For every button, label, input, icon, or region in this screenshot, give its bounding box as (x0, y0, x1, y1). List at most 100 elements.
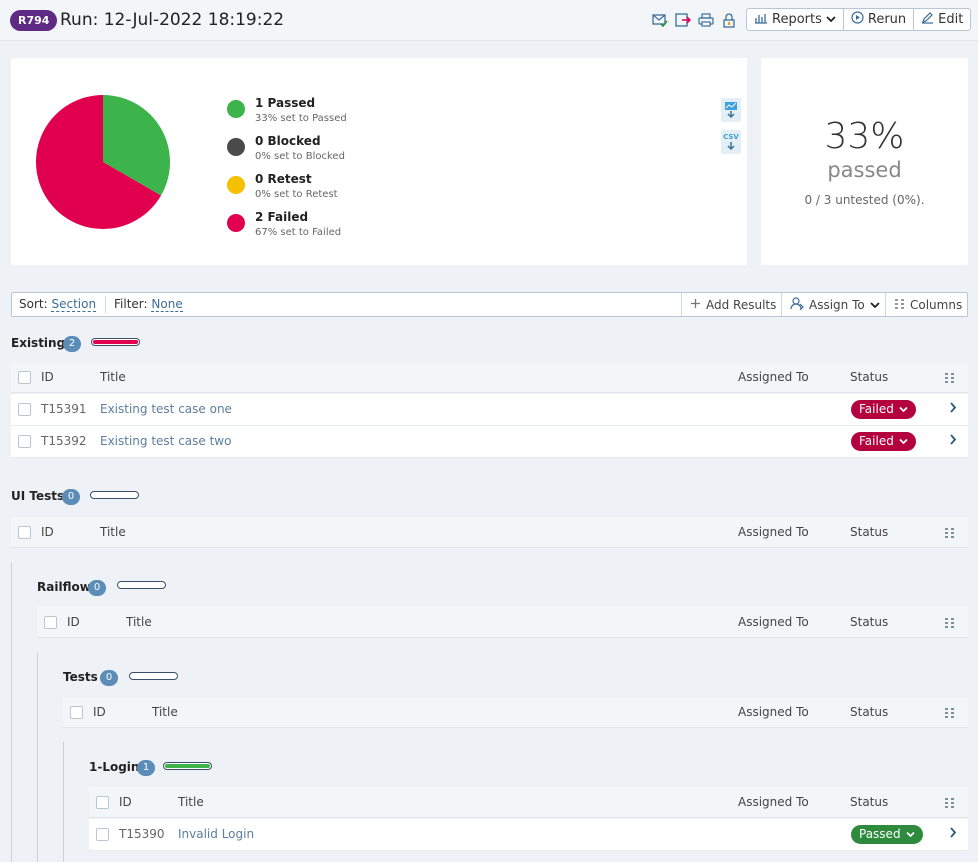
column-status[interactable]: Status (850, 370, 889, 384)
legend-dot (227, 176, 245, 194)
progress-fill (93, 340, 138, 344)
section-title-ui-tests: UI Tests (11, 489, 65, 503)
pass-percentage-label: passed (827, 158, 902, 182)
mail-check-icon[interactable] (651, 11, 669, 29)
legend-subtitle: 0% set to Retest (255, 189, 338, 200)
select-all-checkbox[interactable] (44, 616, 57, 629)
section-progress-bar (91, 338, 140, 346)
section-count-badge: 1 (137, 760, 155, 776)
table-row[interactable]: T15391 Existing test case one Failed (11, 394, 968, 426)
status-dropdown[interactable]: Failed (851, 400, 916, 419)
column-options-icon[interactable] (944, 797, 955, 811)
column-assigned-to[interactable]: Assigned To (738, 795, 809, 809)
columns-icon (894, 298, 905, 312)
test-title-link[interactable]: Invalid Login (178, 827, 255, 841)
rerun-button[interactable]: Rerun (844, 9, 915, 30)
chevron-down-icon (899, 400, 908, 419)
chevron-down-icon (899, 432, 908, 451)
reports-button[interactable]: Reports (747, 9, 844, 30)
columns-button[interactable]: Columns (885, 293, 970, 316)
column-options-icon[interactable] (944, 527, 955, 541)
test-title-link[interactable]: Existing test case one (100, 402, 232, 416)
column-id[interactable]: ID (67, 615, 80, 629)
chevron-right-icon[interactable] (949, 402, 957, 417)
legend-title: 0 Retest (255, 172, 312, 186)
download-chart-icon[interactable] (721, 98, 741, 122)
status-dropdown[interactable]: Passed (851, 825, 923, 844)
column-title[interactable]: Title (178, 795, 204, 809)
table-row[interactable]: T15390 Invalid Login Passed (89, 819, 968, 851)
column-assigned-to[interactable]: Assigned To (738, 525, 809, 539)
add-results-button[interactable]: Add Results (681, 293, 784, 316)
bar-chart-icon (754, 12, 768, 28)
sort-value-link[interactable]: Section (51, 297, 97, 312)
column-title[interactable]: Title (100, 370, 126, 384)
untested-summary: 0 / 3 untested (0%). (804, 193, 925, 207)
lock-icon[interactable] (720, 11, 738, 29)
columns-label: Columns (910, 297, 963, 312)
row-checkbox[interactable] (96, 828, 109, 841)
column-status[interactable]: Status (850, 525, 889, 539)
pass-rate-panel: 33% passed 0 / 3 untested (0%). (761, 58, 968, 265)
column-assigned-to[interactable]: Assigned To (738, 705, 809, 719)
column-id[interactable]: ID (41, 370, 54, 384)
chevron-down-icon (870, 298, 880, 312)
column-status[interactable]: Status (850, 795, 889, 809)
chevron-right-icon[interactable] (949, 434, 957, 449)
column-options-icon[interactable] (944, 617, 955, 631)
chevron-right-icon[interactable] (949, 827, 957, 842)
filter-value-link[interactable]: None (151, 297, 183, 312)
select-all-checkbox[interactable] (18, 371, 31, 384)
section-tree-line (11, 562, 12, 862)
pie-slice-failed[interactable] (35, 95, 162, 229)
column-options-icon[interactable] (944, 372, 955, 386)
section-title-existing: Existing (11, 336, 66, 350)
column-title[interactable]: Title (100, 525, 126, 539)
column-title[interactable]: Title (152, 705, 178, 719)
test-title-link[interactable]: Existing test case two (100, 434, 232, 448)
plus-icon (690, 298, 701, 312)
print-icon[interactable] (697, 11, 715, 29)
status-dropdown[interactable]: Failed (851, 432, 916, 451)
select-all-checkbox[interactable] (96, 796, 109, 809)
assign-user-icon (790, 296, 804, 313)
assign-to-button[interactable]: Assign To (781, 293, 888, 316)
section-count-badge: 0 (62, 489, 80, 505)
table-header: ID Title Assigned To Status (89, 787, 968, 818)
header-action-group: Reports Rerun Edit (746, 8, 972, 31)
row-checkbox[interactable] (18, 403, 31, 416)
download-csv-icon[interactable]: CSV (721, 130, 741, 154)
row-checkbox[interactable] (18, 435, 31, 448)
column-id[interactable]: ID (41, 525, 54, 539)
export-icon[interactable] (674, 11, 692, 29)
status-pie-chart (35, 95, 170, 229)
column-status[interactable]: Status (850, 615, 889, 629)
pie-slice-passed[interactable] (103, 95, 170, 196)
select-all-checkbox[interactable] (70, 706, 83, 719)
reports-label: Reports (772, 12, 822, 27)
legend-title: 0 Blocked (255, 134, 321, 148)
column-title[interactable]: Title (126, 615, 152, 629)
filter-control[interactable]: Filter: None (105, 296, 183, 313)
section-progress-bar (129, 672, 178, 680)
pencil-icon (921, 11, 934, 28)
edit-button[interactable]: Edit (914, 9, 970, 30)
column-id[interactable]: ID (119, 795, 132, 809)
status-label: Failed (859, 434, 894, 448)
section-title-tests: Tests (63, 670, 98, 684)
column-options-icon[interactable] (944, 707, 955, 721)
legend-title: 1 Passed (255, 96, 316, 110)
section-progress-bar (163, 762, 212, 770)
select-all-checkbox[interactable] (18, 526, 31, 539)
sort-control[interactable]: Sort: Section (19, 297, 97, 312)
chevron-down-icon (905, 825, 915, 844)
table-row[interactable]: T15392 Existing test case two Failed (11, 426, 968, 458)
column-assigned-to[interactable]: Assigned To (738, 615, 809, 629)
sort-label: Sort: (19, 297, 48, 311)
csv-label: CSV (723, 133, 739, 141)
play-circle-icon (851, 11, 864, 28)
column-id[interactable]: ID (93, 705, 106, 719)
column-status[interactable]: Status (850, 705, 889, 719)
progress-fill (165, 764, 210, 768)
column-assigned-to[interactable]: Assigned To (738, 370, 809, 384)
